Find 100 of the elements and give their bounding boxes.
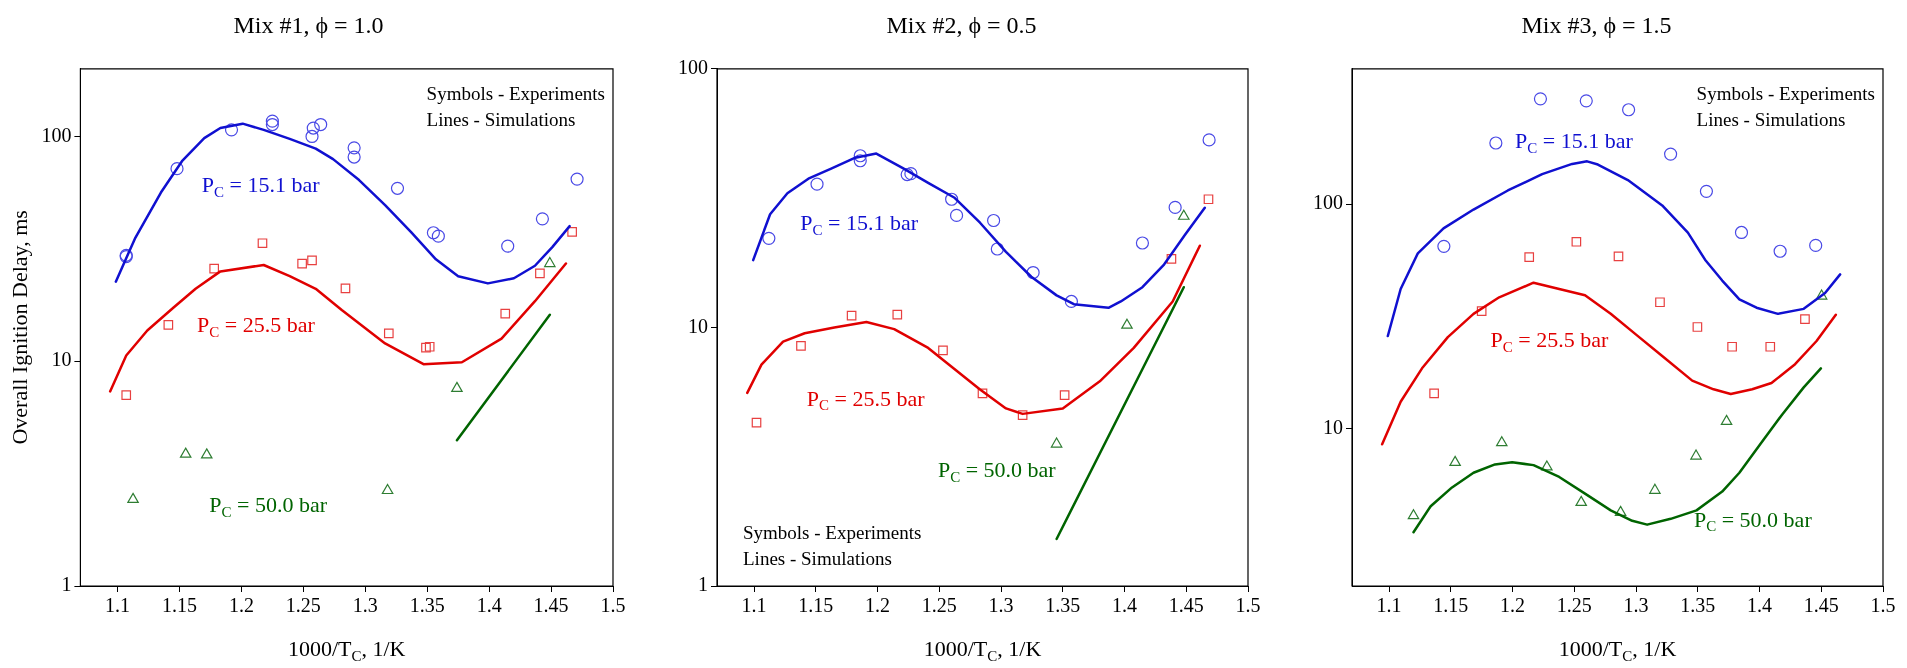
point <box>421 342 431 353</box>
point <box>1050 437 1063 448</box>
point <box>892 309 903 320</box>
point <box>1449 455 1461 466</box>
y-tick-label: 100 <box>41 123 72 146</box>
point <box>307 255 317 266</box>
point <box>1524 252 1535 262</box>
point <box>209 263 220 274</box>
x-tick-label: 1.3 <box>988 594 1014 617</box>
point <box>570 172 584 186</box>
chart-title: Mix #2, ϕ = 0.5 <box>886 11 1037 38</box>
point <box>1496 436 1508 447</box>
y-tick-label: 10 <box>51 348 72 371</box>
point <box>390 181 405 195</box>
annotation: Symbols - Experiments <box>743 521 922 543</box>
point <box>1026 265 1040 280</box>
x-tick-label: 1.4 <box>476 594 502 617</box>
x-tick-label: 1.25 <box>921 594 957 617</box>
point <box>1720 414 1733 425</box>
x-tick-label: 1.3 <box>1623 594 1649 617</box>
point <box>1017 410 1028 420</box>
point <box>1202 133 1216 147</box>
point <box>853 154 867 168</box>
point <box>340 283 351 294</box>
x-tick-label: 1.35 <box>1680 594 1716 617</box>
annotation: Symbols - Experiments <box>1696 82 1876 104</box>
x-tick-label: 1.5 <box>1870 594 1896 617</box>
x-tick-label: 1.25 <box>285 594 321 617</box>
point <box>500 308 511 319</box>
point <box>297 258 307 269</box>
y-tick-label: 1 <box>61 573 72 596</box>
point <box>1064 294 1079 309</box>
point <box>987 213 1001 228</box>
point <box>306 121 320 135</box>
point <box>977 388 988 399</box>
x-tick-label: 1.15 <box>1433 594 1469 617</box>
x-tick-label: 1.1 <box>741 594 767 617</box>
point <box>501 239 515 253</box>
y-tick-label: 10 <box>1323 416 1343 439</box>
x-tick-label: 1.35 <box>1045 594 1081 617</box>
point <box>990 242 1004 256</box>
point <box>1135 236 1150 250</box>
x-tick-label: 1.45 <box>1168 594 1204 617</box>
x-tick-label: 1.25 <box>1556 594 1592 617</box>
x-tick-label: 1.1 <box>105 594 131 617</box>
y-tick-label: 1 <box>698 573 708 596</box>
annotation: Lines - Simulations <box>1696 108 1846 130</box>
point <box>1429 388 1439 399</box>
point <box>810 177 824 191</box>
point <box>1579 94 1593 108</box>
point <box>383 328 394 339</box>
point <box>1800 314 1810 324</box>
point <box>535 268 545 279</box>
point <box>1690 449 1702 460</box>
point <box>1773 244 1787 258</box>
x-tick-label: 1.2 <box>228 594 254 617</box>
x-tick-label: 1.15 <box>161 594 197 617</box>
point <box>1815 289 1828 300</box>
point <box>451 381 463 393</box>
point <box>1664 147 1678 161</box>
x-tick-label: 1.45 <box>533 594 569 617</box>
point <box>381 483 394 495</box>
point <box>1121 318 1133 329</box>
point <box>1541 460 1553 471</box>
point <box>535 212 549 226</box>
y-tick-label: 100 <box>678 56 708 79</box>
x-tick-label: 1.4 <box>1112 594 1138 617</box>
point <box>1533 92 1548 106</box>
point <box>224 123 239 137</box>
point <box>200 448 213 459</box>
x-tick-label: 1.2 <box>865 594 891 617</box>
point <box>1489 136 1503 150</box>
point <box>1692 322 1703 332</box>
point <box>567 227 577 237</box>
x-tick-label: 1.1 <box>1376 594 1402 617</box>
point <box>1734 225 1749 240</box>
point <box>314 117 328 132</box>
point <box>938 345 948 356</box>
y-tick-label: 100 <box>1313 191 1343 214</box>
point <box>1699 184 1714 198</box>
x-tick-label: 1.15 <box>798 594 834 617</box>
chart-title: Mix #1, ϕ = 1.0 <box>233 11 384 38</box>
point <box>751 417 762 428</box>
point <box>121 390 132 400</box>
point <box>179 447 192 458</box>
point <box>1571 236 1582 247</box>
point <box>1655 297 1665 308</box>
point <box>796 340 806 351</box>
point <box>1622 103 1636 117</box>
x-tick-label: 1.4 <box>1747 594 1773 617</box>
point <box>1177 209 1190 220</box>
point <box>163 320 174 330</box>
point <box>1059 390 1070 400</box>
point <box>1166 254 1177 264</box>
point <box>1727 341 1737 352</box>
point <box>900 167 914 182</box>
point <box>904 167 918 181</box>
point <box>762 231 776 245</box>
x-tick-label: 1.35 <box>409 594 445 617</box>
point <box>544 256 556 268</box>
